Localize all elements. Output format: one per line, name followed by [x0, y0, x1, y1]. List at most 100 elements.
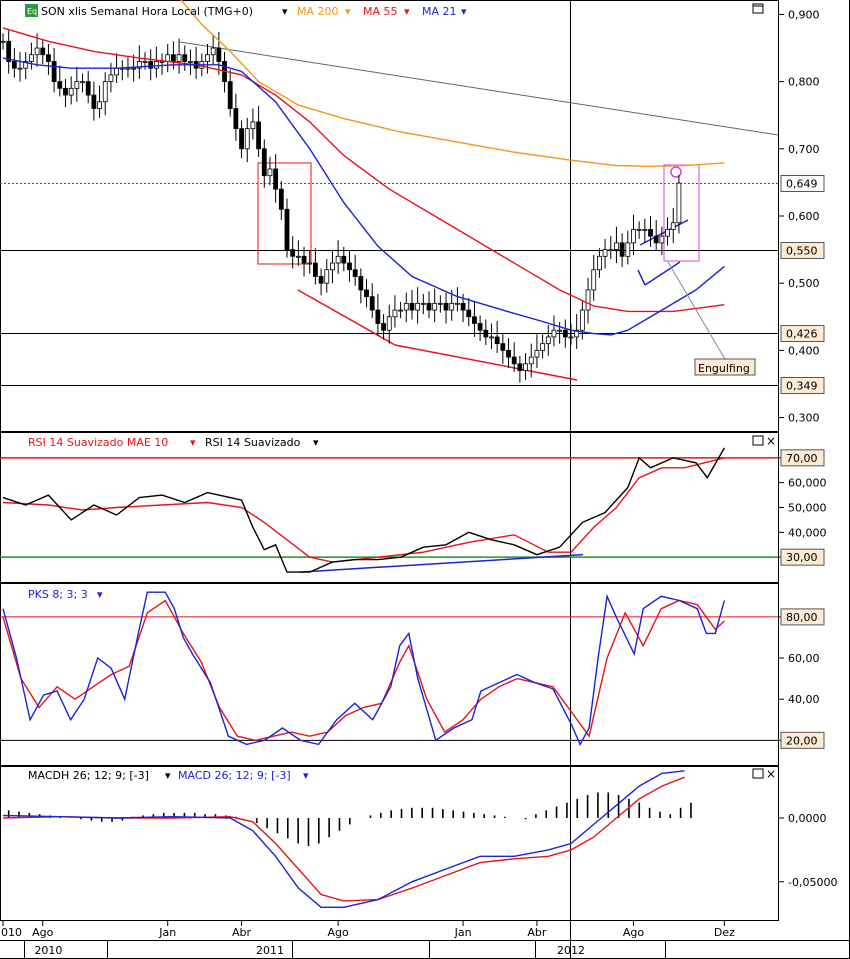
candle-body [91, 94, 97, 109]
macd-title[interactable]: MACD 26; 12; 9; [-3] [178, 769, 291, 782]
macd-title-caret-icon[interactable]: ▾ [303, 769, 309, 782]
candle-body [483, 329, 489, 338]
rsi-axis: 70,00 60,000 50,000 40,000 30,00 [778, 449, 827, 566]
target-circle [670, 166, 682, 178]
price-level-tag-box-3 [780, 377, 825, 394]
pks-panel[interactable] [0, 583, 779, 766]
candle-body [625, 242, 631, 257]
long-trendline [179, 41, 779, 136]
rsi-tag-box [780, 548, 825, 566]
candle-body [398, 309, 404, 312]
macd-maximize-icon[interactable] [752, 768, 764, 779]
candle-body [40, 47, 46, 56]
candle-body [420, 302, 426, 305]
pks-title-caret-icon[interactable]: ▾ [97, 588, 103, 601]
macd-close-icon[interactable]: × [766, 767, 776, 781]
candle-body [28, 54, 34, 62]
year-label: 2010 [34, 944, 62, 957]
channel-lower [644, 261, 681, 286]
candle-body [597, 255, 602, 271]
candle-body [511, 356, 517, 365]
rsi-title-line-caret-icon[interactable]: ▾ [313, 436, 319, 449]
candle-body [415, 302, 421, 311]
candle-body [125, 67, 131, 70]
legend-ma200[interactable]: MA 200 [297, 5, 339, 18]
candle-body [409, 302, 415, 311]
candle-body [648, 229, 653, 237]
rsi-close-icon[interactable]: × [766, 434, 776, 448]
support-line-b [394, 344, 578, 381]
equity-icon-label: Eq [27, 7, 37, 16]
pks-title[interactable]: PKS 8; 3; 3 [28, 588, 88, 601]
rsi-trendline [299, 553, 584, 573]
candle-body [307, 262, 313, 265]
candle-body [619, 242, 625, 257]
candle-body [591, 269, 597, 291]
candle-body [369, 296, 375, 311]
candle-body [670, 222, 676, 230]
maximize-icon[interactable] [752, 3, 764, 14]
legend-ma55[interactable]: MA 55 [363, 5, 398, 18]
candle-body [659, 235, 665, 244]
candle-body [574, 329, 580, 338]
candle-body [85, 81, 91, 96]
candle-body [51, 61, 57, 83]
rsi-title-signal[interactable]: RSI 14 Suavizado MAE 10 [28, 436, 168, 449]
candle-body [466, 309, 472, 318]
candle-body [244, 128, 250, 150]
pks-tick-label: 80,00 [786, 611, 818, 624]
legend-ma21[interactable]: MA 21 [422, 5, 457, 18]
candle-body [432, 302, 438, 311]
price-tick-label: 0,500 [788, 277, 820, 290]
ma200-line [180, 0, 725, 168]
candle-body [330, 262, 335, 271]
legend-ma200-caret-icon[interactable]: ▾ [345, 5, 351, 18]
support-line-a [297, 289, 396, 346]
month-label: Dez [714, 926, 735, 939]
candle-body [534, 349, 540, 358]
macdh-title[interactable]: MACDH 26; 12; 9; [-3] [28, 769, 149, 782]
candle-body [614, 242, 619, 250]
candle-body [267, 168, 273, 177]
price-title-caret-icon[interactable]: ▾ [282, 5, 288, 18]
pks-tag-box [780, 731, 825, 749]
candle-body [540, 343, 545, 351]
price-title[interactable]: SON xlis Semanal Hora Local (TMG+0) [41, 5, 253, 18]
candle-body [602, 249, 608, 257]
macd-legend: MACDH 26; 12; 9; [-3] ▾ MACD 26; 12; 9; … [28, 767, 776, 782]
legend-ma21-caret-icon[interactable]: ▾ [461, 5, 467, 18]
ma21-line [2, 57, 725, 336]
candle-body [0, 40, 6, 43]
ma55-line [2, 27, 725, 313]
candle-body [631, 229, 636, 244]
candle-body [188, 61, 193, 63]
price-level-tag-box-1 [780, 242, 825, 259]
pks-tick-label: 40,00 [788, 693, 820, 706]
pks-tick-label: 20,00 [786, 734, 818, 747]
candle-body [312, 262, 318, 277]
candle-body [165, 54, 171, 62]
rsi-tick-label: 60,000 [788, 477, 827, 490]
pks-axis: 80,00 60,00 40,00 20,00 [778, 608, 825, 749]
price-candles [0, 30, 682, 383]
candle-body [608, 249, 614, 251]
candle-body [256, 121, 262, 150]
candle-body [477, 323, 483, 331]
rsi-maximize-icon[interactable] [752, 435, 764, 446]
legend-ma55-caret-icon[interactable]: ▾ [404, 5, 410, 18]
candle-body [443, 302, 449, 311]
rsi-line [2, 447, 726, 573]
candle-body [386, 316, 392, 331]
candle-body [642, 229, 648, 231]
candle-body [80, 81, 85, 84]
candle-body [131, 67, 137, 70]
candle-body [489, 336, 494, 339]
rsi-tick-label: 70,00 [786, 452, 818, 465]
candle-body [68, 87, 74, 96]
macd-panel[interactable] [0, 766, 779, 921]
rsi-title-signal-caret-icon[interactable]: ▾ [190, 436, 196, 449]
macdh-title-caret-icon[interactable]: ▾ [165, 769, 171, 782]
rsi-title-line[interactable]: RSI 14 Suavizado [205, 436, 301, 449]
price-tick-label: 0,300 [788, 412, 820, 425]
